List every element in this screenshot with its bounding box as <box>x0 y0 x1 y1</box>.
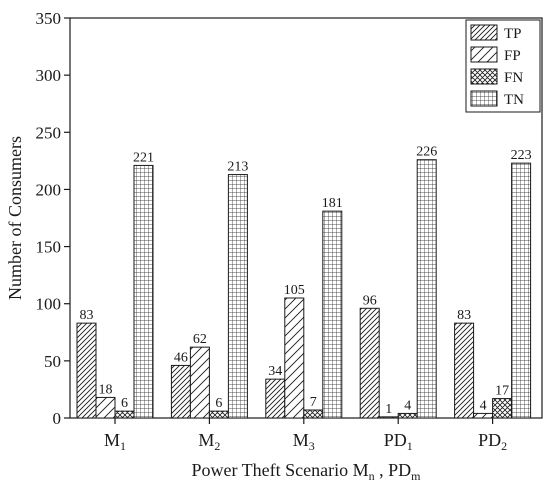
bar-fn-pd2 <box>492 398 513 419</box>
legend-label-tn: TN <box>504 92 524 108</box>
x-tick-label-m1: M1 <box>104 430 126 453</box>
y-tick-label-100: 100 <box>36 295 62 314</box>
bar-tp-pd1 <box>359 307 380 419</box>
bar-tn-m3 <box>322 210 343 419</box>
bar-tn-pd1 <box>416 159 437 419</box>
bar-fn-m2 <box>208 410 229 419</box>
y-tick-label-250: 250 <box>36 123 62 142</box>
bar-tp-m2 <box>170 364 191 419</box>
bar-fp-pd2 <box>473 412 494 419</box>
data-label-fn-m1: 6 <box>121 396 128 411</box>
bar-fp-m2 <box>189 346 210 419</box>
y-tick-label-50: 50 <box>44 352 61 371</box>
data-label-tn-pd2: 223 <box>511 148 532 163</box>
y-axis-title: Number of Consumers <box>5 136 25 300</box>
data-label-tp-pd1: 96 <box>363 293 377 308</box>
legend-label-fn: FN <box>504 70 523 86</box>
x-tick-label-pd2: PD2 <box>478 430 507 453</box>
y-tick-label-200: 200 <box>36 180 62 199</box>
x-tick-label-m2: M2 <box>198 430 220 453</box>
data-label-fp-m3: 105 <box>284 283 305 298</box>
y-axis: 0 50 100 150 200 250 300 350 <box>36 9 70 428</box>
legend-label-fp: FP <box>504 48 521 64</box>
legend-label-tp: TP <box>504 26 522 42</box>
bar-tp-m3 <box>265 378 286 419</box>
bar-fp-m1 <box>95 396 116 419</box>
data-label-tn-pd1: 226 <box>416 145 437 160</box>
bar-fn-m3 <box>303 409 324 419</box>
data-label-fp-pd2: 4 <box>480 398 487 413</box>
data-label-fn-pd1: 4 <box>404 398 411 413</box>
y-tick-label-350: 350 <box>36 9 62 28</box>
x-axis-title-sub1: n <box>369 469 375 483</box>
y-tick-label-300: 300 <box>36 66 62 85</box>
data-label-fp-m2: 62 <box>193 332 207 347</box>
x-axis-title-sub2: m <box>411 469 421 483</box>
y-tick-label-150: 150 <box>36 238 62 257</box>
legend-swatch-tn <box>470 90 498 107</box>
data-label-tn-m3: 181 <box>322 196 343 211</box>
x-tick-label-m3: M3 <box>293 430 315 453</box>
data-label-tp-pd2: 83 <box>457 308 471 323</box>
data-label-tp-m1: 83 <box>80 308 94 323</box>
bar-tn-pd2 <box>511 162 532 419</box>
data-label-fp-pd1: 1 <box>385 402 392 417</box>
data-label-tn-m2: 213 <box>227 160 248 175</box>
x-tick-label-pd1: PD1 <box>384 430 413 453</box>
x-axis-title-part1: Power Theft Scenario M <box>192 460 369 480</box>
bar-fp-pd1 <box>378 416 399 419</box>
data-label-fp-m1: 18 <box>99 382 113 397</box>
legend-swatch-tp <box>470 24 498 41</box>
bar-tp-m1 <box>76 322 97 419</box>
bar-tp-pd2 <box>454 322 475 419</box>
data-label-tp-m3: 34 <box>268 364 282 379</box>
bar-fn-m1 <box>114 410 135 419</box>
bar-tn-m2 <box>227 174 248 419</box>
x-axis-title-part2: , PD <box>375 460 412 480</box>
bar-fp-m3 <box>284 297 305 419</box>
data-label-tp-m2: 46 <box>174 350 188 365</box>
bar-fn-pd1 <box>397 412 418 419</box>
data-label-fn-m3: 7 <box>310 395 317 410</box>
data-label-tn-m1: 221 <box>133 150 154 165</box>
bar-tn-m1 <box>133 164 154 419</box>
legend-swatch-fn <box>470 68 498 85</box>
y-tick-label-0: 0 <box>53 409 62 428</box>
legend-swatch-fp <box>470 46 498 63</box>
x-axis-title: Power Theft Scenario Mn , PDm <box>192 460 422 483</box>
legend: TP FP FN TN <box>465 19 541 113</box>
data-label-fn-pd2: 17 <box>495 384 509 399</box>
x-axis: M1 M2 M3 PD1 PD2 <box>104 418 507 453</box>
data-label-fn-m2: 6 <box>215 396 222 411</box>
